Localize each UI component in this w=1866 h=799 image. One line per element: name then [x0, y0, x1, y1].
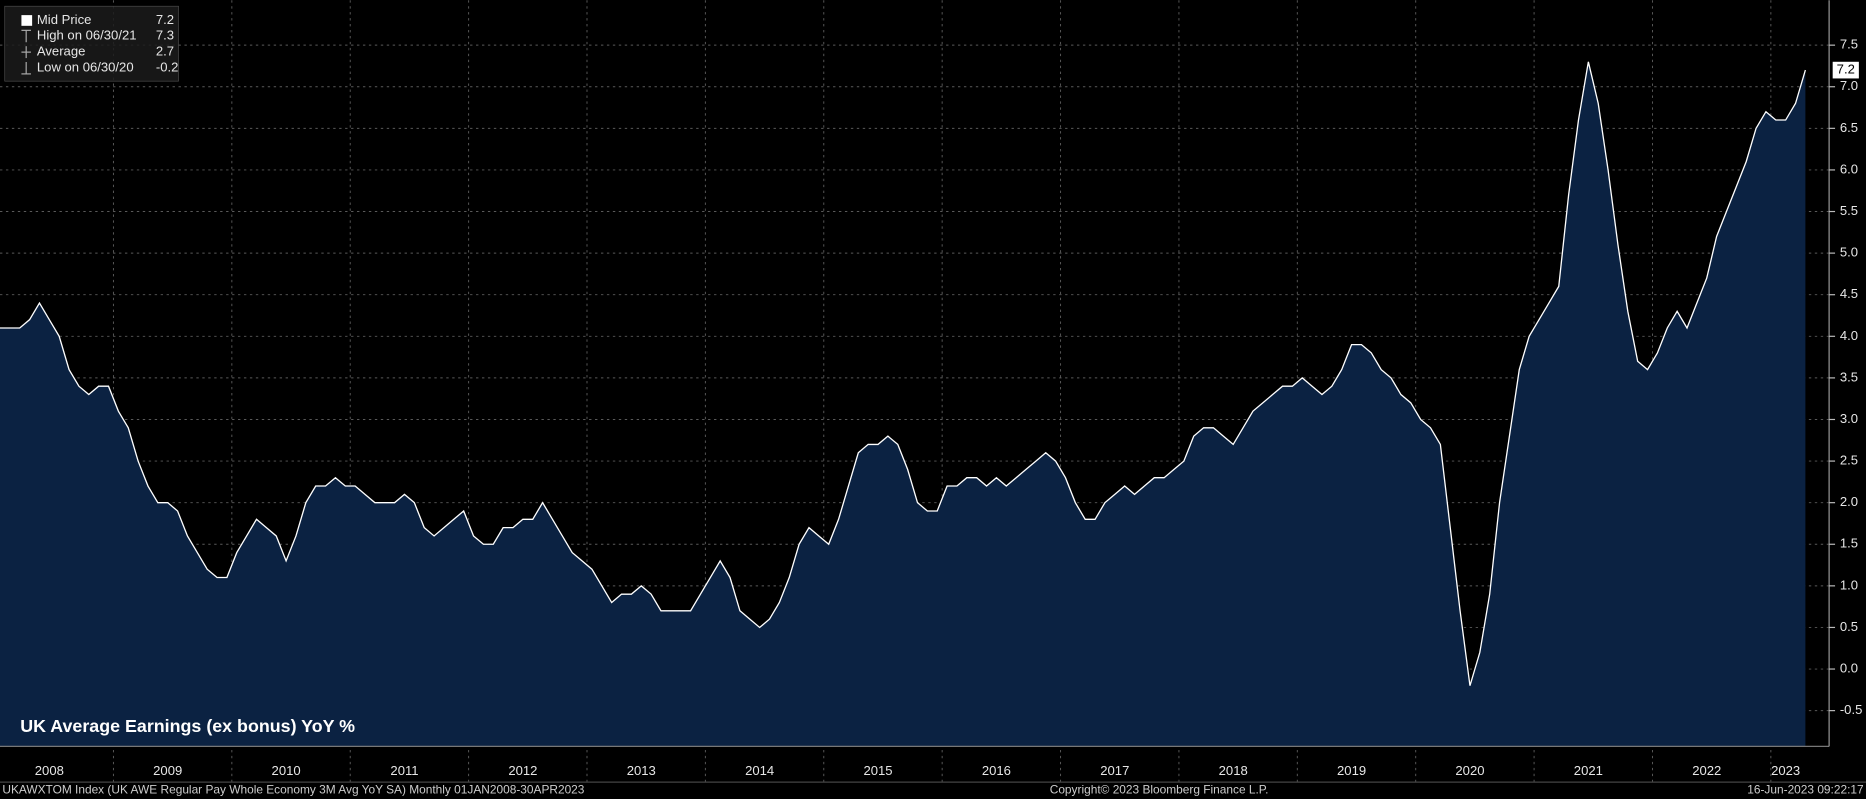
area [0, 61, 1806, 747]
y-tick-label: 1.5 [1840, 536, 1858, 551]
y-tick-label: 1.0 [1840, 577, 1858, 592]
x-tick-label: 2014 [745, 763, 774, 778]
footer-timestamp: 16-Jun-2023 09:22:17 [1747, 783, 1864, 797]
x-tick-label: 2017 [1100, 763, 1129, 778]
x-tick-label: 2009 [153, 763, 182, 778]
y-tick-label: 3.5 [1840, 369, 1858, 384]
x-tick-label: 2022 [1692, 763, 1721, 778]
x-tick-label: 2008 [35, 763, 64, 778]
y-tick-label: 2.0 [1840, 494, 1858, 509]
legend-swatch [21, 15, 33, 26]
x-tick-label: 2020 [1455, 763, 1484, 778]
y-tick-label: 2.5 [1840, 453, 1858, 468]
legend-value: 2.7 [156, 44, 174, 59]
last-value-badge [1832, 61, 1859, 79]
legend-label: High on 06/30/21 [37, 28, 137, 43]
y-tick-label: 7.0 [1840, 78, 1858, 93]
x-tick-label: 2010 [272, 763, 301, 778]
legend-value: 7.3 [156, 28, 174, 43]
y-tick-label: 7.5 [1840, 37, 1858, 52]
line [0, 61, 1807, 686]
y-tick-label: 4.0 [1840, 328, 1858, 343]
x-tick-label: 2013 [627, 763, 656, 778]
y-tick-label: 5.5 [1840, 203, 1858, 218]
x-tick-label: 2018 [1219, 763, 1248, 778]
y-tick-label: -0.5 [1840, 702, 1863, 717]
y-tick-label: 0.5 [1840, 619, 1858, 634]
y-tick-label: 5.0 [1840, 245, 1858, 260]
footer-source: UKAWXTOM Index (UK AWE Regular Pay Whole… [2, 783, 584, 797]
x-tick-label: 2021 [1574, 763, 1603, 778]
chart-title: UK Average Earnings (ex bonus) YoY % [20, 716, 355, 736]
y-tick-label: 3.0 [1840, 411, 1858, 426]
last-value-label: 7.2 [1837, 62, 1855, 77]
y-tick-label: 6.5 [1840, 120, 1858, 135]
x-tick-label: 2019 [1337, 763, 1366, 778]
y-tick-label: 6.0 [1840, 161, 1858, 176]
legend-value: 7.2 [156, 12, 174, 27]
x-tick-label: 2023 [1771, 763, 1800, 778]
x-tick-label: 2011 [390, 763, 418, 778]
y-tick-label: 4.5 [1840, 286, 1858, 301]
legend-label: Average [37, 44, 85, 59]
legend-box [4, 5, 179, 82]
x-tick-label: 2015 [863, 763, 892, 778]
legend-value: -0.2 [156, 59, 179, 74]
x-tick-label: 2012 [508, 763, 537, 778]
y-tick-label: 0.0 [1840, 660, 1858, 675]
x-tick-label: 2016 [982, 763, 1011, 778]
footer-copyright: Copyright© 2023 Bloomberg Finance L.P. [1050, 783, 1269, 797]
legend-label: Mid Price [37, 12, 92, 27]
plot-area [0, 0, 1830, 783]
legend-label: Low on 06/30/20 [37, 59, 134, 74]
